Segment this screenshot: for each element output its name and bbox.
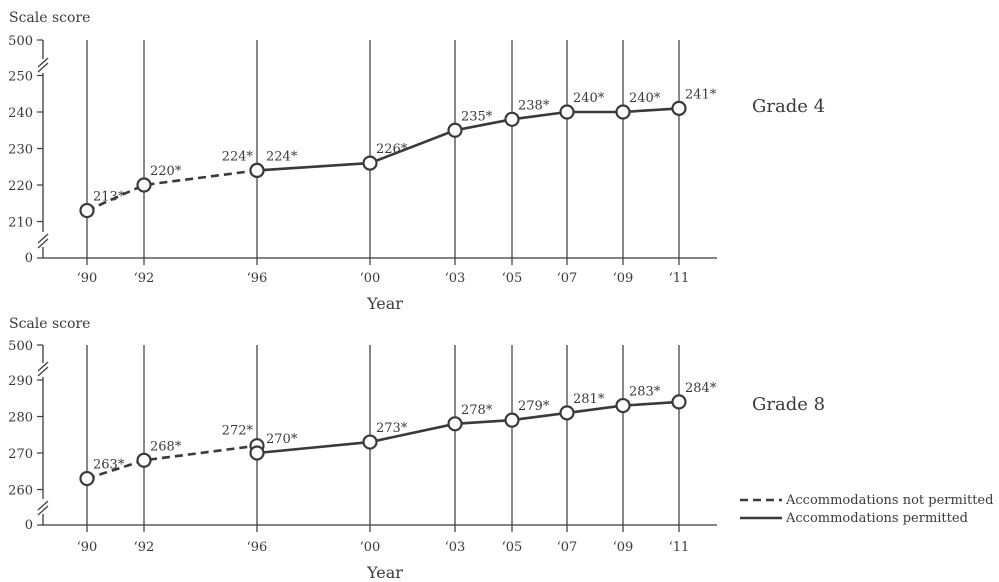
data-point-marker (136, 177, 152, 193)
y-tick-label: 230 (8, 143, 33, 158)
data-label: 278* (461, 403, 493, 418)
x-tick-label: ‘90 (77, 271, 98, 286)
data-point-marker (504, 111, 520, 127)
data-point-marker (249, 445, 265, 461)
data-label: 241* (685, 87, 717, 102)
x-tick-label: ‘05 (502, 540, 523, 555)
x-tick-label: ‘07 (557, 271, 578, 286)
data-point-marker (136, 452, 152, 468)
axis-break-mark (37, 233, 49, 244)
y-axis-title: Scale score (9, 316, 90, 332)
axis-break-mark (37, 238, 49, 249)
y-tick-label: 210 (8, 216, 33, 231)
x-tick-label: ‘03 (445, 271, 466, 286)
series-line-not-permitted (86, 169, 258, 212)
data-point-marker (447, 122, 463, 138)
x-tick-label: ‘05 (502, 271, 523, 286)
y-tick-label: 250 (8, 70, 33, 85)
axis-break-mark (37, 361, 49, 372)
x-tick-label: ‘09 (613, 271, 634, 286)
axis-break-mark (37, 62, 49, 73)
data-point-marker (79, 470, 95, 487)
x-tick-label: ‘03 (445, 540, 466, 555)
data-point-marker (362, 434, 378, 450)
data-point-marker (362, 155, 378, 171)
x-tick-label: ‘00 (360, 271, 381, 286)
x-tick-label: ‘92 (134, 540, 155, 555)
legend-label: Accommodations not permitted (785, 493, 993, 508)
y-tick-label: 240 (8, 106, 33, 121)
data-label: 224* (222, 149, 254, 164)
x-tick-label: ‘90 (77, 540, 98, 555)
y-tick-label: 270 (8, 447, 33, 462)
data-label: 240* (573, 91, 605, 106)
y-tick-label: 280 (8, 411, 33, 426)
axis-break-mark (37, 500, 49, 511)
axis-break-mark (37, 366, 49, 377)
data-point-marker (249, 162, 265, 178)
grade-8-panel: Scale score 500 260 270 280 290 0 ‘90 ‘92 ‘96 ‘00 ‘… (8, 316, 825, 582)
data-label: 270* (266, 432, 298, 447)
data-label: 220* (150, 164, 182, 179)
y-tick-label: 0 (25, 251, 33, 266)
grade-label: Grade 8 (752, 394, 825, 415)
x-axis-title: Year (366, 294, 403, 313)
data-point-marker (504, 412, 520, 428)
data-point-marker (671, 100, 687, 116)
grade-4-panel: Scale score 500 210 220 230 240 250 0 ‘90 ‘92 ‘96 ‘… (8, 10, 825, 313)
data-label: 279* (518, 399, 550, 414)
data-label: 226* (376, 142, 408, 157)
x-tick-label: ‘96 (247, 271, 268, 286)
x-tick-label: ‘07 (557, 540, 578, 555)
y-tick-label: 500 (8, 339, 33, 354)
data-label: 283* (629, 385, 661, 400)
data-label: 235* (461, 109, 493, 124)
y-axis-title: Scale score (9, 10, 90, 26)
data-point-marker (559, 104, 575, 120)
y-tick-label: 220 (8, 179, 33, 194)
axis-break-mark (37, 57, 49, 68)
data-label: 263* (93, 458, 125, 473)
data-point-marker (447, 416, 463, 432)
x-tick-label: ‘11 (669, 271, 690, 286)
x-tick-label: ‘96 (247, 540, 268, 555)
data-label: 273* (376, 421, 408, 436)
data-label: 281* (573, 392, 605, 407)
y-tick-label: 500 (8, 34, 33, 49)
y-tick-label: 0 (25, 518, 33, 533)
data-label: 213* (93, 190, 125, 205)
x-axis-title: Year (366, 563, 403, 582)
axis-break-mark (37, 505, 49, 516)
x-tick-label: ‘00 (360, 540, 381, 555)
data-label: 240* (629, 91, 661, 106)
legend-label: Accommodations permitted (785, 511, 968, 526)
grade-label: Grade 4 (752, 96, 825, 117)
legend: Accommodations not permitted Accommodatio… (740, 493, 993, 526)
data-point-marker (615, 397, 631, 414)
data-label: 224* (266, 149, 298, 164)
x-tick-label: ‘92 (134, 271, 155, 286)
data-label: 272* (222, 424, 254, 439)
data-label: 268* (150, 439, 182, 454)
x-tick-label: ‘11 (669, 540, 690, 555)
x-tick-label: ‘09 (613, 540, 634, 555)
y-tick-label: 260 (8, 484, 33, 499)
data-point-marker (79, 202, 95, 219)
data-point-marker (615, 104, 631, 120)
data-label: 284* (685, 381, 717, 396)
data-point-marker (559, 405, 575, 421)
data-label: 238* (518, 98, 550, 113)
data-point-marker (671, 394, 687, 410)
y-tick-label: 290 (8, 374, 33, 389)
